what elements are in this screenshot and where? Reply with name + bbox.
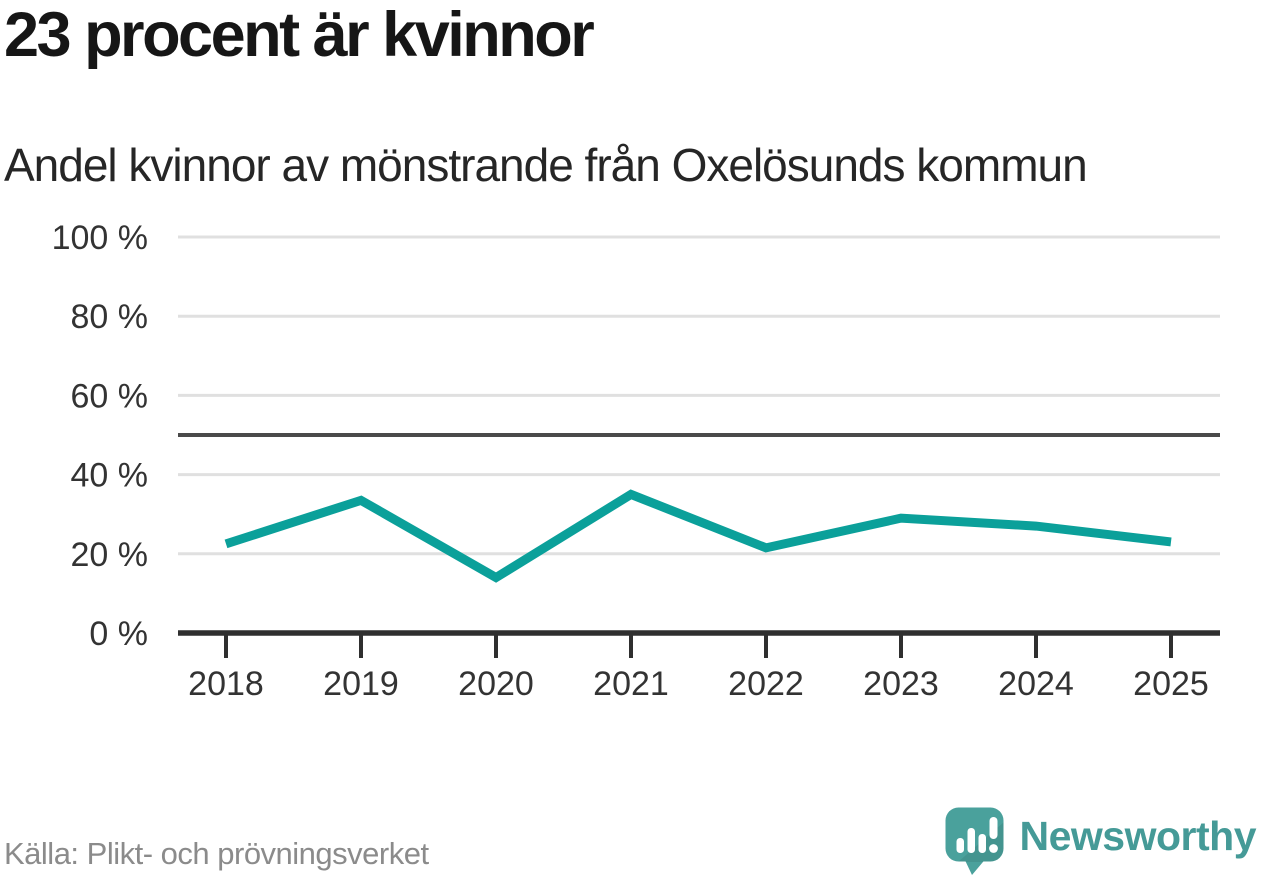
svg-text:2022: 2022 bbox=[728, 665, 804, 703]
newsworthy-logo: Newsworthy bbox=[944, 806, 1257, 876]
data-line-series bbox=[224, 489, 1172, 583]
svg-text:2024: 2024 bbox=[998, 665, 1074, 703]
newsworthy-wordmark: Newsworthy bbox=[1019, 812, 1257, 859]
svg-text:20 %: 20 % bbox=[71, 536, 149, 574]
svg-text:0 %: 0 % bbox=[89, 615, 148, 653]
chart-subtitle: Andel kvinnor av mönstrande från Oxelösu… bbox=[4, 139, 1088, 191]
svg-text:2023: 2023 bbox=[863, 665, 939, 703]
svg-text:40 %: 40 % bbox=[71, 457, 149, 495]
svg-text:2025: 2025 bbox=[1133, 665, 1209, 703]
source-note: Källa: Plikt- och prövningsverket bbox=[4, 836, 429, 871]
y-axis-tick-labels: 0 % 20 % 40 % 60 % 80 % 100 % bbox=[52, 219, 148, 653]
svg-text:2018: 2018 bbox=[188, 665, 264, 703]
svg-text:60 %: 60 % bbox=[71, 377, 149, 415]
chart-title: 23 procent är kvinnor bbox=[4, 0, 595, 70]
line-chart: 0 % 20 % 40 % 60 % 80 % 100 % 2018 2019 2020 202… bbox=[52, 219, 1220, 703]
x-axis-tick-marks bbox=[224, 633, 1173, 658]
svg-text:2019: 2019 bbox=[323, 665, 399, 703]
x-axis-tick-labels: 2018 2019 2020 2021 2022 2023 2024 2025 bbox=[188, 665, 1209, 703]
svg-text:80 %: 80 % bbox=[71, 298, 149, 336]
svg-text:2020: 2020 bbox=[458, 665, 534, 703]
y-gridlines bbox=[178, 235, 1220, 556]
logo-bar-chart-glyph bbox=[956, 817, 998, 853]
svg-text:2021: 2021 bbox=[593, 665, 669, 703]
svg-text:100 %: 100 % bbox=[52, 219, 148, 257]
newsworthy-speech-bubble-chart-icon bbox=[945, 807, 1003, 875]
